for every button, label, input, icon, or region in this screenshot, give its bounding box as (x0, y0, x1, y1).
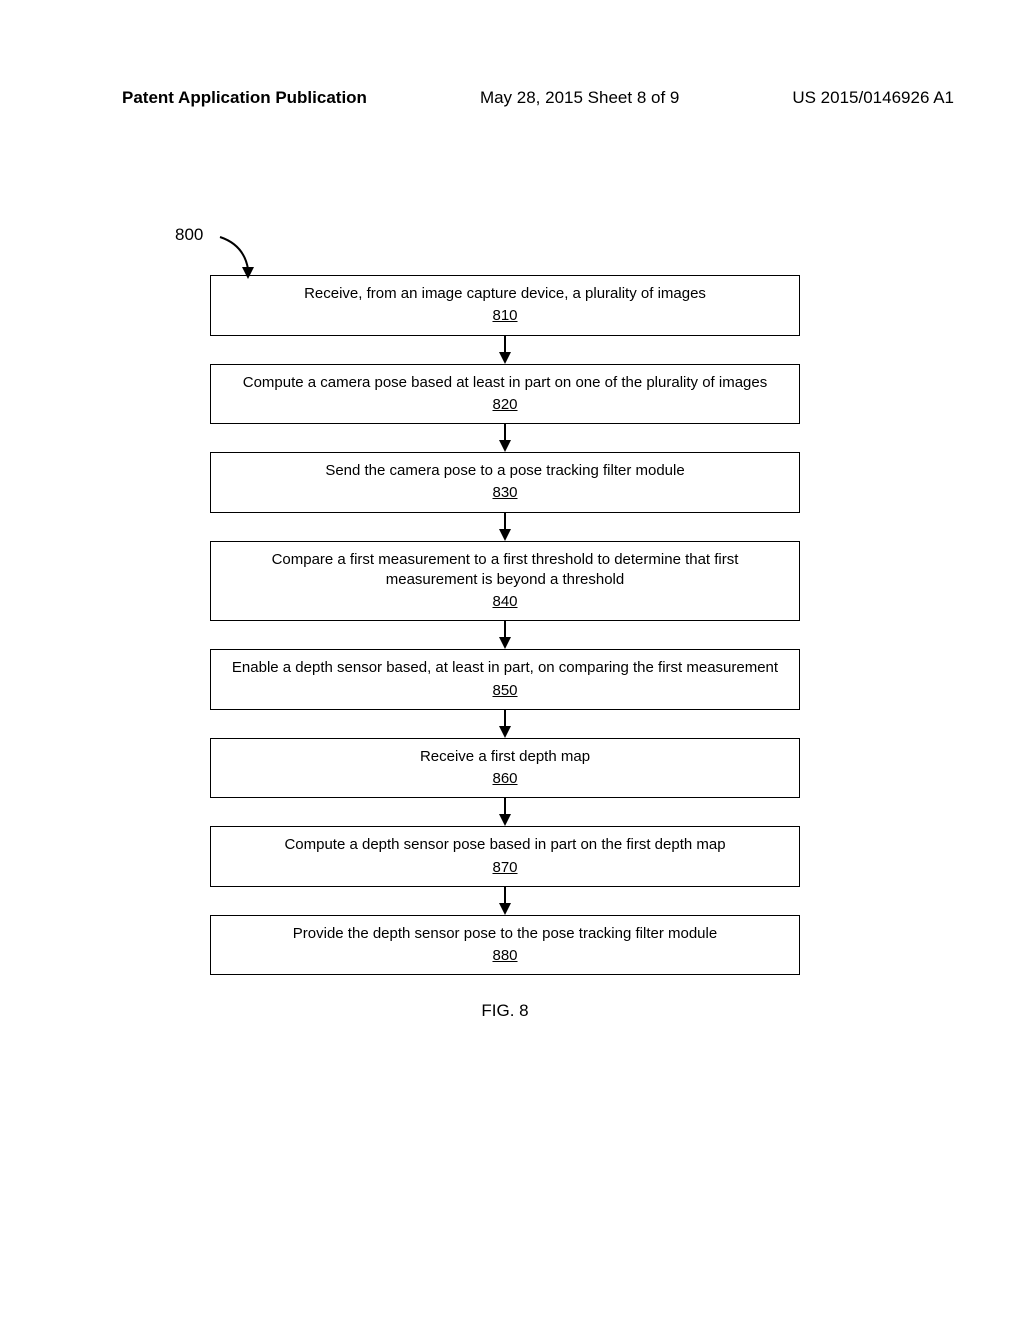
flow-arrow (210, 710, 800, 738)
flow-arrow (210, 513, 800, 541)
flow-node-num: 860 (492, 769, 517, 789)
flow-node-860: Receive a first depth map860 (210, 738, 800, 799)
flow-node-text: Receive a first depth map (229, 747, 781, 767)
flow-node-text: Compute a camera pose based at least in … (229, 373, 781, 393)
diagram-area: 800 Receive, from an image capture devic… (0, 185, 1024, 1021)
ref-label-wrap: 800 (0, 185, 1024, 275)
arrow-down-icon (497, 424, 513, 452)
flow-arrow (210, 336, 800, 364)
page-header: Patent Application Publication May 28, 2… (0, 88, 1024, 108)
ref-label: 800 (175, 225, 203, 245)
flow-node-830: Send the camera pose to a pose tracking … (210, 452, 800, 513)
flow-arrow (210, 621, 800, 649)
ref-arrow-icon (218, 235, 258, 279)
header-right: US 2015/0146926 A1 (792, 88, 954, 108)
flow-arrow (210, 887, 800, 915)
flow-node-850: Enable a depth sensor based, at least in… (210, 649, 800, 710)
flowchart: Receive, from an image capture device, a… (210, 275, 800, 975)
flow-arrow (210, 798, 800, 826)
header-mid: May 28, 2015 Sheet 8 of 9 (367, 88, 792, 108)
arrow-down-icon (497, 887, 513, 915)
flow-node-text: Send the camera pose to a pose tracking … (229, 461, 781, 481)
arrow-down-icon (497, 621, 513, 649)
flow-node-820: Compute a camera pose based at least in … (210, 364, 800, 425)
flow-node-num: 820 (492, 395, 517, 415)
flow-node-num: 830 (492, 483, 517, 503)
flow-node-text: Compare a first measurement to a first t… (229, 550, 781, 591)
flow-node-880: Provide the depth sensor pose to the pos… (210, 915, 800, 976)
flow-node-num: 850 (492, 681, 517, 701)
flow-node-840: Compare a first measurement to a first t… (210, 541, 800, 622)
header-left: Patent Application Publication (122, 88, 367, 108)
flow-node-text: Enable a depth sensor based, at least in… (229, 658, 781, 678)
flow-node-text: Compute a depth sensor pose based in par… (229, 835, 781, 855)
flow-node-num: 880 (492, 946, 517, 966)
arrow-down-icon (497, 710, 513, 738)
arrow-down-icon (497, 513, 513, 541)
figure-caption: FIG. 8 (210, 1001, 800, 1021)
arrow-down-icon (497, 798, 513, 826)
flow-node-num: 810 (492, 306, 517, 326)
flow-node-num: 870 (492, 858, 517, 878)
flow-node-810: Receive, from an image capture device, a… (210, 275, 800, 336)
flow-arrow (210, 424, 800, 452)
page: Patent Application Publication May 28, 2… (0, 0, 1024, 1320)
arrow-down-icon (497, 336, 513, 364)
flow-node-870: Compute a depth sensor pose based in par… (210, 826, 800, 887)
flow-node-num: 840 (492, 592, 517, 612)
flow-node-text: Provide the depth sensor pose to the pos… (229, 924, 781, 944)
flow-node-text: Receive, from an image capture device, a… (229, 284, 781, 304)
